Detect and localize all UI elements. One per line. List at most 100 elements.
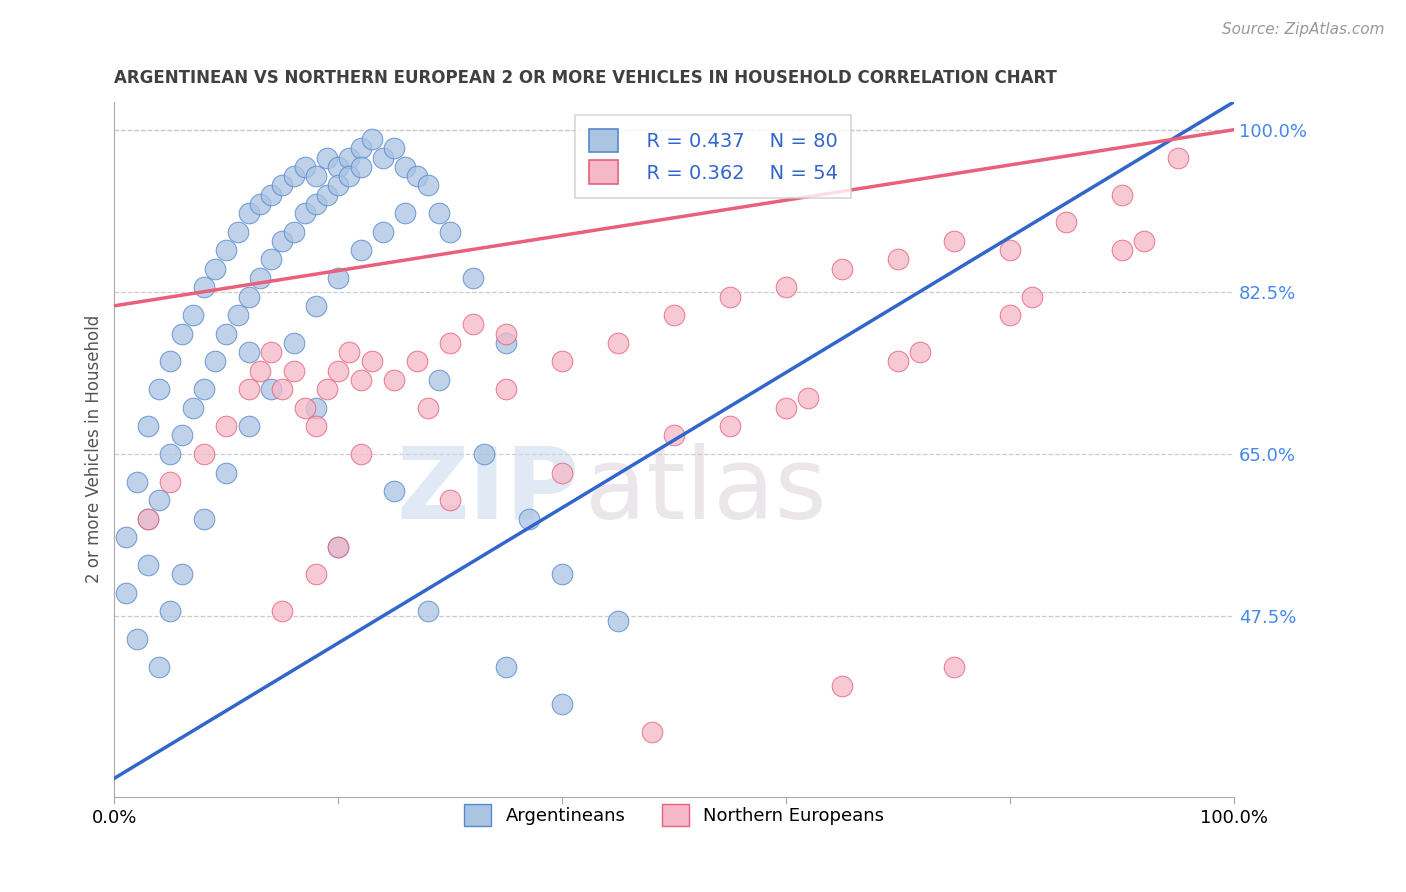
Point	[382, 484, 405, 499]
Point	[328, 178, 350, 193]
Point	[662, 308, 685, 322]
Point	[271, 234, 294, 248]
Point	[148, 660, 170, 674]
Point	[394, 160, 416, 174]
Point	[439, 493, 461, 508]
Point	[427, 373, 450, 387]
Point	[405, 169, 427, 183]
Point	[283, 225, 305, 239]
Point	[125, 632, 148, 647]
Point	[350, 141, 373, 155]
Point	[305, 401, 328, 415]
Point	[328, 364, 350, 378]
Point	[305, 169, 328, 183]
Point	[607, 335, 630, 350]
Point	[998, 308, 1021, 322]
Point	[260, 345, 283, 359]
Point	[394, 206, 416, 220]
Point	[305, 197, 328, 211]
Point	[495, 326, 517, 341]
Point	[215, 419, 238, 434]
Point	[416, 401, 439, 415]
Point	[360, 354, 382, 368]
Point	[1021, 289, 1043, 303]
Point	[551, 466, 574, 480]
Point	[159, 475, 181, 489]
Point	[159, 447, 181, 461]
Point	[416, 605, 439, 619]
Point	[294, 206, 316, 220]
Point	[316, 151, 339, 165]
Point	[170, 428, 193, 442]
Point	[350, 373, 373, 387]
Point	[148, 382, 170, 396]
Text: atlas: atlas	[585, 442, 827, 540]
Point	[371, 151, 394, 165]
Point	[942, 660, 965, 674]
Point	[998, 243, 1021, 257]
Point	[271, 382, 294, 396]
Point	[439, 335, 461, 350]
Point	[371, 225, 394, 239]
Point	[181, 308, 204, 322]
Point	[662, 428, 685, 442]
Point	[283, 335, 305, 350]
Point	[159, 605, 181, 619]
Point	[718, 289, 741, 303]
Point	[495, 335, 517, 350]
Point	[472, 447, 495, 461]
Point	[260, 187, 283, 202]
Point	[551, 697, 574, 711]
Point	[193, 280, 215, 294]
Point	[238, 289, 260, 303]
Point	[416, 178, 439, 193]
Point	[461, 318, 484, 332]
Point	[238, 345, 260, 359]
Point	[495, 660, 517, 674]
Point	[1054, 215, 1077, 229]
Point	[316, 187, 339, 202]
Point	[797, 392, 820, 406]
Point	[170, 326, 193, 341]
Point	[495, 382, 517, 396]
Point	[641, 725, 664, 739]
Point	[775, 280, 797, 294]
Point	[439, 225, 461, 239]
Point	[114, 530, 136, 544]
Point	[136, 512, 159, 526]
Point	[339, 169, 361, 183]
Point	[114, 586, 136, 600]
Point	[910, 345, 932, 359]
Point	[181, 401, 204, 415]
Point	[360, 132, 382, 146]
Point	[159, 354, 181, 368]
Point	[350, 243, 373, 257]
Point	[136, 512, 159, 526]
Legend: Argentineans, Northern Europeans: Argentineans, Northern Europeans	[457, 797, 891, 833]
Point	[226, 308, 249, 322]
Point	[238, 206, 260, 220]
Point	[271, 178, 294, 193]
Point	[238, 382, 260, 396]
Point	[316, 382, 339, 396]
Point	[204, 261, 226, 276]
Point	[551, 567, 574, 582]
Point	[831, 261, 853, 276]
Point	[775, 401, 797, 415]
Point	[215, 466, 238, 480]
Point	[215, 243, 238, 257]
Point	[249, 197, 271, 211]
Point	[551, 354, 574, 368]
Point	[1133, 234, 1156, 248]
Point	[294, 160, 316, 174]
Text: ARGENTINEAN VS NORTHERN EUROPEAN 2 OR MORE VEHICLES IN HOUSEHOLD CORRELATION CHA: ARGENTINEAN VS NORTHERN EUROPEAN 2 OR MO…	[114, 69, 1057, 87]
Text: Source: ZipAtlas.com: Source: ZipAtlas.com	[1222, 22, 1385, 37]
Point	[204, 354, 226, 368]
Point	[517, 512, 540, 526]
Point	[136, 558, 159, 573]
Point	[887, 252, 910, 267]
Point	[427, 206, 450, 220]
Point	[1167, 151, 1189, 165]
Point	[283, 364, 305, 378]
Point	[328, 271, 350, 285]
